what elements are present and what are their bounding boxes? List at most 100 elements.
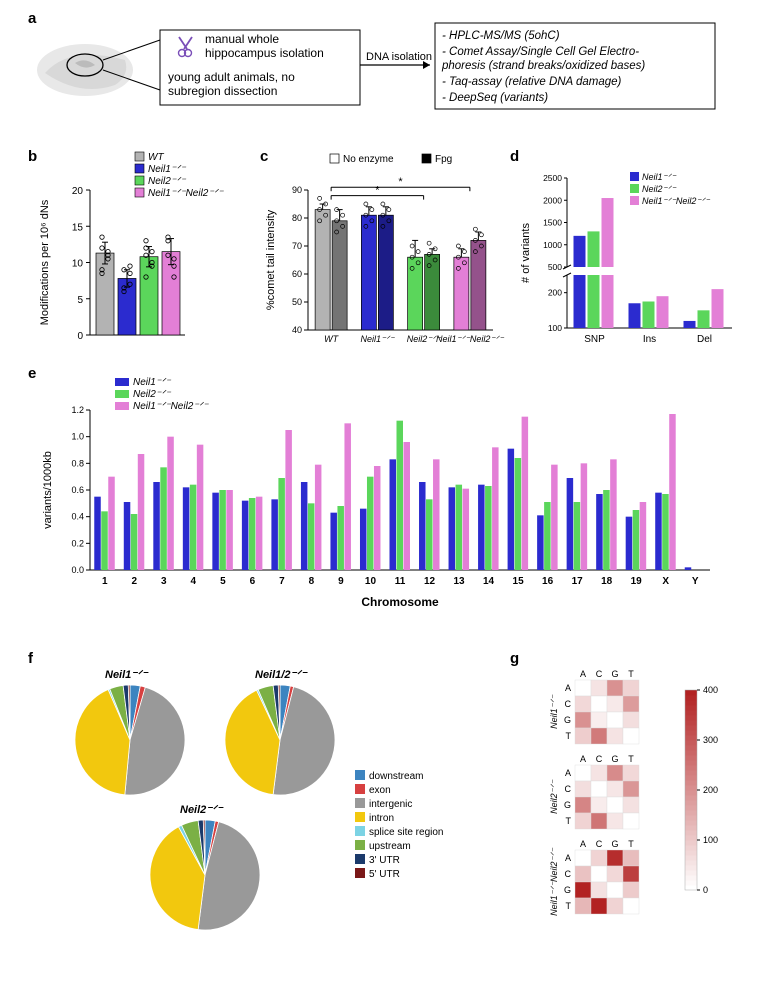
- svg-text:C: C: [596, 669, 603, 679]
- svg-text:10: 10: [72, 259, 84, 270]
- panel-f-chart: Neil1⁻ᐟ⁻ Neil1/2⁻ᐟ⁻ Neil2⁻ᐟ⁻ downstream exon…: [35, 660, 495, 970]
- panel-e-chart: Neil1⁻ᐟ⁻Neil2⁻ᐟ⁻Neil1⁻ᐟ⁻Neil2⁻ᐟ⁻0.00.20.…: [35, 370, 735, 620]
- svg-text:5: 5: [77, 295, 83, 306]
- svg-text:Neil1⁻ᐟ⁻: Neil1⁻ᐟ⁻: [148, 164, 186, 175]
- svg-text:*: *: [398, 176, 403, 188]
- svg-text:Y: Y: [692, 576, 699, 587]
- svg-text:- DeepSeq (variants): - DeepSeq (variants): [442, 92, 548, 104]
- svg-text:A: A: [580, 669, 586, 679]
- panel-c-chart: No enzymeFpg405060708090%comet tail inte…: [260, 150, 510, 360]
- svg-text:1000: 1000: [543, 240, 562, 250]
- svg-text:WT: WT: [324, 334, 339, 344]
- svg-text:15: 15: [513, 576, 525, 587]
- svg-text:T: T: [566, 901, 572, 911]
- svg-text:Neil2⁻ᐟ⁻: Neil2⁻ᐟ⁻: [549, 779, 559, 814]
- panel-label-f: f: [28, 650, 33, 667]
- svg-text:70: 70: [292, 241, 302, 251]
- svg-text:11: 11: [395, 576, 406, 587]
- svg-text:C: C: [565, 699, 572, 709]
- svg-text:WT: WT: [148, 152, 164, 163]
- svg-text:A: A: [565, 683, 571, 693]
- svg-text:Neil1⁻ᐟ⁻Neil2⁻ᐟ⁻: Neil1⁻ᐟ⁻Neil2⁻ᐟ⁻: [436, 334, 505, 344]
- svg-text:C: C: [565, 869, 572, 879]
- svg-text:3' UTR: 3' UTR: [369, 855, 400, 866]
- svg-text:8: 8: [309, 576, 315, 587]
- svg-text:Neil2⁻ᐟ⁻: Neil2⁻ᐟ⁻: [180, 804, 224, 816]
- svg-text:90: 90: [292, 185, 302, 195]
- svg-text:G: G: [611, 669, 618, 679]
- svg-text:X: X: [662, 576, 669, 587]
- svg-text:2500: 2500: [543, 173, 562, 183]
- svg-text:G: G: [564, 800, 571, 810]
- svg-text:T: T: [628, 839, 634, 849]
- svg-text:manual whole: manual whole: [205, 32, 279, 46]
- svg-text:2: 2: [132, 576, 138, 587]
- svg-text:Neil1⁻ᐟ⁻Neil2⁻ᐟ⁻: Neil1⁻ᐟ⁻Neil2⁻ᐟ⁻: [133, 401, 209, 412]
- svg-text:100: 100: [703, 835, 718, 845]
- svg-text:splice site region: splice site region: [369, 827, 443, 838]
- svg-text:0.4: 0.4: [71, 512, 84, 522]
- svg-text:0: 0: [77, 331, 83, 342]
- svg-text:0: 0: [703, 885, 708, 895]
- panel-d-chart: 1002005001000150020002500# of variantsNe…: [515, 150, 745, 360]
- svg-text:0.2: 0.2: [71, 538, 84, 548]
- svg-text:Ins: Ins: [643, 334, 656, 345]
- svg-text:13: 13: [453, 576, 465, 587]
- svg-text:9: 9: [338, 576, 344, 587]
- svg-text:Neil1⁻ᐟ⁻Neil2⁻ᐟ⁻: Neil1⁻ᐟ⁻Neil2⁻ᐟ⁻: [148, 188, 224, 199]
- svg-text:A: A: [565, 768, 571, 778]
- svg-text:upstream: upstream: [369, 841, 411, 852]
- svg-text:*: *: [375, 185, 380, 197]
- svg-text:10: 10: [365, 576, 377, 587]
- svg-text:C: C: [565, 784, 572, 794]
- svg-text:downstream: downstream: [369, 771, 423, 782]
- svg-text:18: 18: [601, 576, 613, 587]
- svg-text:DNA isolation: DNA isolation: [366, 51, 432, 63]
- svg-text:17: 17: [572, 576, 584, 587]
- svg-text:Neil1⁻ᐟ⁻: Neil1⁻ᐟ⁻: [549, 694, 559, 729]
- svg-text:300: 300: [703, 735, 718, 745]
- svg-text:500: 500: [548, 262, 562, 272]
- svg-text:- Comet Assay/Single Cell Gel: - Comet Assay/Single Cell Gel Electro-: [442, 46, 639, 58]
- svg-text:5: 5: [220, 576, 226, 587]
- svg-text:Neil2⁻ᐟ⁻: Neil2⁻ᐟ⁻: [133, 389, 171, 400]
- svg-text:Del: Del: [697, 334, 712, 345]
- svg-text:A: A: [565, 853, 571, 863]
- svg-text:intron: intron: [369, 813, 394, 824]
- svg-text:19: 19: [631, 576, 643, 587]
- svg-text:T: T: [566, 816, 572, 826]
- svg-text:2000: 2000: [543, 195, 562, 205]
- svg-text:40: 40: [292, 325, 302, 335]
- svg-text:400: 400: [703, 685, 718, 695]
- svg-text:C: C: [596, 839, 603, 849]
- svg-text:G: G: [564, 885, 571, 895]
- svg-text:20: 20: [72, 186, 84, 197]
- svg-text:0.6: 0.6: [71, 485, 84, 495]
- svg-text:200: 200: [548, 288, 562, 298]
- svg-text:C: C: [596, 754, 603, 764]
- svg-text:subregion dissection: subregion dissection: [168, 84, 277, 98]
- svg-text:60: 60: [292, 269, 302, 279]
- svg-text:- Taq-assay (relative DNA dama: - Taq-assay (relative DNA damage): [442, 76, 622, 88]
- svg-text:Modifications per 10⁶ dNs: Modifications per 10⁶ dNs: [39, 199, 51, 325]
- svg-text:Neil1⁻ᐟ⁻: Neil1⁻ᐟ⁻: [642, 172, 677, 182]
- svg-text:0.8: 0.8: [71, 458, 84, 468]
- svg-text:G: G: [564, 715, 571, 725]
- svg-text:7: 7: [279, 576, 285, 587]
- svg-text:A: A: [580, 839, 586, 849]
- svg-text:exon: exon: [369, 785, 391, 796]
- svg-text:1: 1: [102, 576, 108, 587]
- svg-text:Chromosome: Chromosome: [361, 595, 439, 609]
- svg-text:1.0: 1.0: [71, 432, 84, 442]
- svg-text:Neil1⁻ᐟ⁻Neil2⁻ᐟ⁻: Neil1⁻ᐟ⁻Neil2⁻ᐟ⁻: [642, 196, 711, 206]
- svg-text:Neil1⁻ᐟ⁻: Neil1⁻ᐟ⁻: [105, 669, 149, 681]
- svg-text:G: G: [611, 754, 618, 764]
- svg-text:variants/1000kb: variants/1000kb: [42, 451, 54, 529]
- svg-text:50: 50: [292, 297, 302, 307]
- svg-text:5' UTR: 5' UTR: [369, 869, 400, 880]
- svg-text:Neil1/2⁻ᐟ⁻: Neil1/2⁻ᐟ⁻: [255, 669, 308, 681]
- panel-b-chart: WTNeil1⁻ᐟ⁻Neil2⁻ᐟ⁻Neil1⁻ᐟ⁻Neil2⁻ᐟ⁻051015…: [30, 150, 260, 360]
- svg-text:%comet tail intensity: %comet tail intensity: [265, 209, 277, 310]
- svg-text:14: 14: [483, 576, 495, 587]
- svg-text:Neil2⁻ᐟ⁻: Neil2⁻ᐟ⁻: [148, 176, 186, 187]
